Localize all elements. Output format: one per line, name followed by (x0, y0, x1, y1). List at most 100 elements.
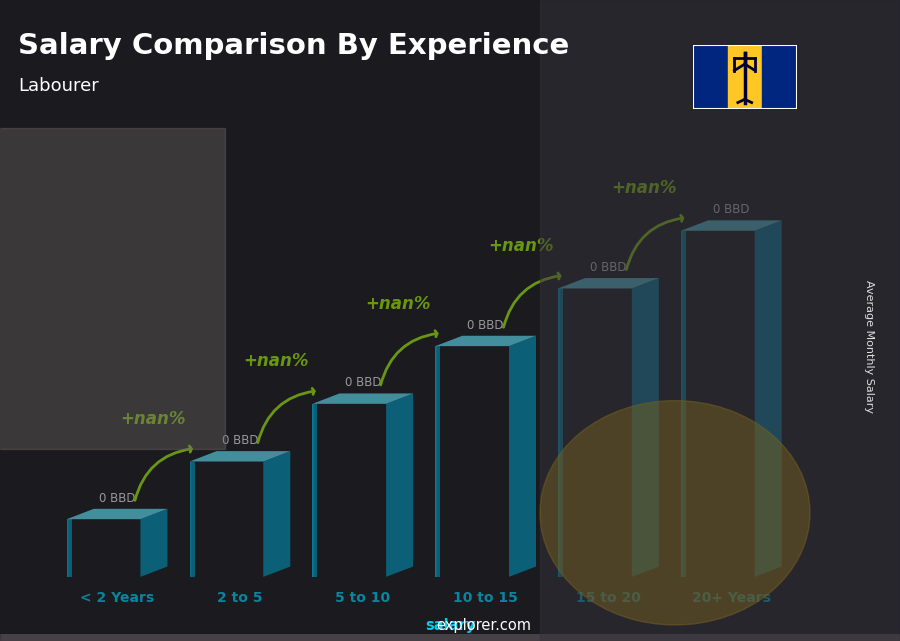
Bar (0, 638, 900, 641)
Bar (191, 462, 193, 577)
Polygon shape (140, 509, 167, 577)
Bar (313, 404, 316, 577)
Bar (437, 346, 440, 577)
Bar (68, 519, 70, 577)
Bar (312, 404, 315, 577)
Bar (0, 636, 900, 639)
Bar (0, 637, 900, 640)
Bar (559, 288, 562, 577)
Bar (0, 636, 900, 639)
Bar (0, 635, 900, 638)
Bar (0, 638, 900, 641)
Bar (681, 231, 684, 577)
Bar (0, 635, 900, 638)
Bar (0, 637, 900, 640)
Bar (436, 346, 438, 577)
Bar (436, 346, 439, 577)
Bar (0, 635, 900, 638)
Bar (0, 635, 900, 638)
Bar (436, 346, 439, 577)
Bar (0, 635, 900, 638)
Bar (0, 637, 900, 640)
Bar (0, 636, 900, 639)
Bar (560, 288, 562, 577)
Bar (561, 288, 563, 577)
Bar (190, 462, 193, 577)
Text: 0 BBD: 0 BBD (590, 261, 626, 274)
Bar (558, 288, 561, 577)
Bar (0, 128, 225, 449)
Polygon shape (190, 451, 291, 462)
Bar (436, 346, 439, 577)
Bar (0, 637, 900, 640)
Bar (0, 637, 900, 640)
Bar (0, 635, 900, 638)
Bar (0, 637, 900, 640)
Bar (0, 636, 900, 639)
Bar (0, 637, 900, 641)
Bar (192, 462, 194, 577)
Bar (559, 288, 562, 577)
Bar (683, 231, 686, 577)
Bar (0, 636, 900, 639)
Bar (191, 462, 193, 577)
Bar (191, 462, 193, 577)
Bar (560, 288, 562, 577)
Bar (68, 519, 71, 577)
Bar (436, 346, 438, 577)
Bar (559, 288, 562, 577)
Bar (0, 635, 900, 638)
Bar (0, 637, 900, 640)
Bar (682, 231, 685, 577)
Bar (190, 462, 193, 577)
Bar (0, 635, 900, 638)
Ellipse shape (540, 401, 810, 625)
Bar (68, 519, 71, 577)
Bar (0, 635, 900, 638)
Bar (437, 346, 440, 577)
Bar (0, 636, 900, 639)
Bar (0, 636, 900, 639)
Bar (68, 519, 70, 577)
Bar (313, 404, 316, 577)
Bar (559, 288, 562, 577)
Bar (682, 231, 685, 577)
Bar (0, 636, 900, 639)
Bar (0, 635, 900, 638)
Bar (0, 635, 900, 638)
Bar (0, 635, 900, 638)
Bar (436, 346, 439, 577)
Bar (68, 519, 70, 577)
Bar (0, 638, 900, 641)
Bar (0, 637, 900, 640)
Bar (0, 637, 900, 640)
Bar (0, 635, 900, 638)
Bar (0, 637, 900, 640)
Bar (0, 635, 900, 638)
Bar (0, 637, 900, 640)
Bar (0, 636, 900, 639)
Bar (0, 637, 900, 640)
Bar (0, 638, 900, 641)
Bar (0, 637, 900, 640)
Bar (0, 636, 900, 639)
Bar (67, 519, 69, 577)
Bar (681, 231, 684, 577)
Bar (0, 635, 900, 638)
Bar (68, 519, 70, 577)
Bar (0, 635, 900, 638)
Bar (0, 635, 900, 638)
Bar (0, 636, 900, 639)
Bar (0, 638, 900, 641)
Text: explorer.com: explorer.com (436, 619, 532, 633)
Bar (683, 231, 686, 577)
Bar (437, 346, 440, 577)
Bar (0, 638, 900, 641)
Bar (0, 638, 900, 641)
Bar (0, 636, 900, 639)
Bar (0, 638, 900, 641)
Bar (0, 636, 900, 639)
Bar (0, 636, 900, 639)
Bar (0, 637, 900, 640)
Bar (190, 462, 193, 577)
